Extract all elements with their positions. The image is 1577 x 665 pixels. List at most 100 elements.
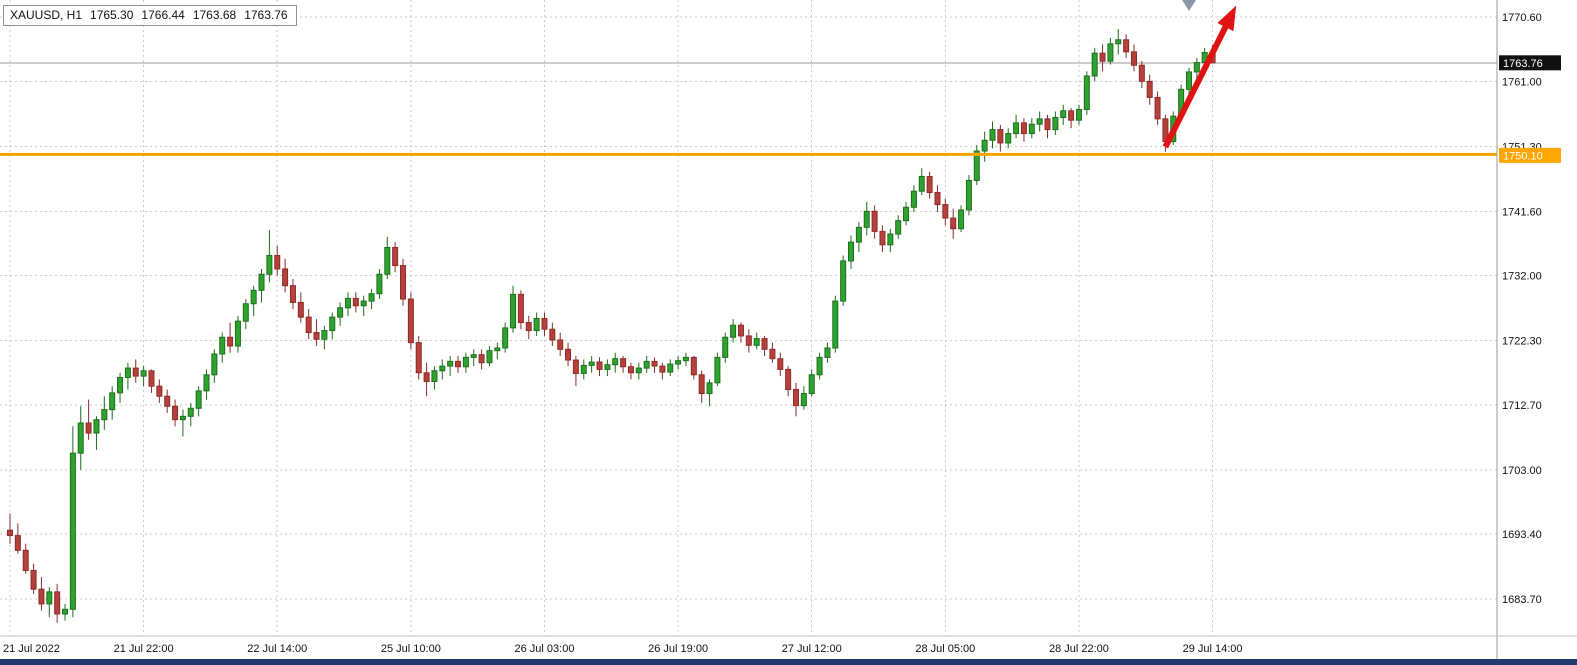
candle-body (172, 405, 179, 421)
hline-price-tag (1499, 147, 1561, 163)
candle-body (557, 339, 564, 350)
trend-arrow-head[interactable] (1217, 5, 1237, 32)
candle-body (242, 303, 249, 322)
candle-body (667, 363, 674, 373)
candle-body (423, 372, 430, 382)
candle-body (965, 179, 972, 211)
symbol-timeframe-label: XAUUSD, H1 (10, 8, 83, 22)
candle-body (572, 359, 579, 374)
candle-body (227, 336, 234, 347)
candle-body (384, 246, 391, 275)
candle-body (1068, 110, 1075, 121)
candle-body (54, 591, 61, 615)
candle-body (926, 175, 933, 194)
candle-body (392, 246, 399, 267)
candle-body (1138, 64, 1145, 82)
price-tick-label: 1683.70 (1502, 594, 1542, 606)
candle-body (7, 529, 13, 537)
candle-body (863, 210, 870, 228)
candle-body (565, 348, 572, 361)
candle-body (698, 374, 705, 395)
candles-series (7, 29, 1216, 623)
candle-body (1036, 118, 1043, 125)
candle-body (1013, 122, 1020, 135)
candle-body (282, 268, 289, 287)
candle-body (903, 206, 910, 222)
time-tick-label: 21 Jul 22:00 (114, 643, 174, 655)
candle-body (46, 591, 53, 605)
time-tick-label: 28 Jul 22:00 (1049, 643, 1109, 655)
window-bottom-border (0, 659, 1577, 665)
candle-body (1123, 39, 1130, 53)
candle-body (1130, 51, 1137, 66)
candle-body (486, 350, 493, 364)
candle-body (368, 293, 375, 302)
candle-body (753, 338, 760, 346)
candle-body (627, 366, 634, 374)
candle-body (1005, 133, 1012, 144)
trend-arrow-shaft[interactable] (1162, 21, 1231, 149)
candle-body (85, 422, 92, 434)
symbol-ohlc-readout: XAUUSD, H1 1765.30 1766.44 1763.68 1763.… (3, 5, 297, 26)
candle-body (785, 368, 792, 391)
candle-body (800, 393, 807, 407)
candle-body (1083, 75, 1090, 110)
candle-body (502, 327, 509, 349)
candle-body (973, 150, 980, 181)
candle-body (942, 204, 949, 219)
ohlc-low: 1763.68 (192, 8, 237, 22)
time-tick-label: 25 Jul 10:00 (381, 643, 441, 655)
price-tick-label: 1732.00 (1502, 271, 1542, 283)
trend-arrow-annotation[interactable] (1162, 5, 1237, 149)
candle-body (1075, 108, 1082, 121)
candle-body (730, 324, 737, 338)
candle-body (643, 360, 650, 369)
time-tick-label: 27 Jul 12:00 (782, 643, 842, 655)
candle-body (769, 348, 776, 360)
candle-body (258, 273, 265, 291)
candle-body (1193, 62, 1200, 73)
candle-body (109, 392, 116, 411)
candle-body (745, 335, 752, 346)
candle-body (690, 356, 697, 376)
candle-body (305, 316, 312, 334)
candle-body (855, 226, 862, 243)
candle-body (407, 298, 414, 344)
candle-body (950, 217, 957, 230)
hline-price-tag-label: 1750.10 (1503, 150, 1543, 162)
candle-body (439, 365, 446, 372)
ohlc-high: 1766.44 (141, 8, 185, 22)
current-price-tag (1499, 55, 1561, 71)
candle-body (816, 356, 823, 376)
candle-body (1146, 80, 1153, 98)
candle-body (958, 209, 965, 230)
candle-body (879, 230, 886, 246)
candle-body (761, 338, 768, 350)
candle-body (415, 342, 422, 374)
candle-body (1107, 43, 1114, 62)
candle-body (682, 356, 689, 362)
price-tick-label: 1693.40 (1502, 529, 1542, 541)
candle-body (297, 301, 304, 318)
candle-body (580, 364, 587, 374)
candle-body (989, 129, 996, 141)
candle-body (1115, 39, 1122, 45)
candle-body (289, 285, 296, 303)
candle-body (620, 358, 627, 368)
candle-body (1099, 52, 1106, 62)
candle-body (431, 370, 438, 382)
candle-body (604, 364, 611, 370)
candle-body (635, 367, 642, 374)
candle-body (93, 419, 100, 434)
candle-body (203, 374, 210, 392)
candle-body (234, 320, 241, 347)
time-tick-label: 26 Jul 03:00 (515, 643, 575, 655)
candle-body (38, 588, 45, 605)
candle-body (533, 318, 540, 332)
candle-body (887, 233, 894, 246)
candle-body (549, 328, 556, 341)
price-tick-label: 1722.30 (1502, 336, 1542, 348)
candle-body (612, 358, 619, 366)
